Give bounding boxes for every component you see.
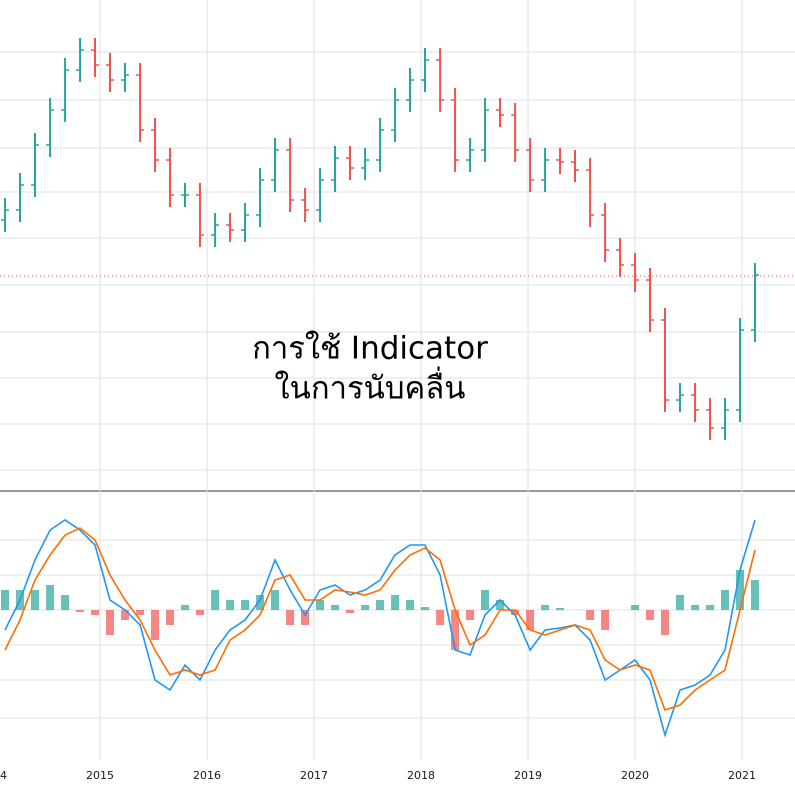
histogram-bar	[660, 610, 669, 635]
histogram-bar	[91, 610, 100, 615]
macd-line	[4, 519, 756, 738]
histogram-bar	[241, 600, 250, 610]
histogram-bar	[61, 595, 70, 610]
histogram-bar	[376, 600, 385, 610]
histogram-bar	[256, 595, 265, 610]
histogram-bar	[1, 590, 10, 610]
histogram-bar	[136, 610, 145, 615]
histogram-bar	[195, 610, 204, 615]
histogram-bar	[345, 610, 354, 613]
histogram-bar	[331, 605, 340, 610]
histogram-bar	[181, 605, 190, 610]
histogram-bar	[750, 580, 759, 610]
annotation: การใช้ Indicator	[252, 331, 488, 367]
histogram-bar	[481, 590, 490, 610]
histogram-bar	[586, 610, 595, 620]
histogram-bar	[420, 607, 429, 610]
histogram-bar	[496, 600, 505, 610]
histogram-bar	[646, 610, 655, 620]
x-tick-label: 2020	[621, 769, 649, 782]
histogram-bar	[46, 585, 55, 610]
histogram-bar	[105, 610, 114, 635]
histogram-bar	[736, 570, 745, 610]
histogram-bar	[286, 610, 295, 625]
histogram-bar	[151, 610, 160, 640]
histogram-bar	[270, 590, 279, 610]
histogram-bar	[391, 595, 400, 610]
histogram-bar	[316, 600, 325, 610]
annotation: ในการนับคลื่น	[275, 367, 466, 407]
x-tick-label: 2014	[0, 769, 7, 782]
histogram-bar	[451, 610, 460, 650]
histogram-bar	[301, 610, 310, 625]
histogram-bar	[30, 590, 39, 610]
histogram-bar	[226, 600, 235, 610]
x-tick-label: 2019	[514, 769, 542, 782]
histogram-bar	[120, 610, 129, 620]
histogram-bar	[541, 605, 550, 610]
histogram-bar	[706, 605, 715, 610]
histogram-bar	[691, 605, 700, 610]
histogram-bar	[466, 610, 475, 620]
histogram-bar	[511, 610, 520, 615]
histogram-bar	[166, 610, 175, 625]
histogram-bar	[631, 605, 640, 610]
histogram-bar	[526, 610, 535, 630]
histogram-bar	[556, 608, 565, 610]
histogram-bar	[436, 610, 445, 625]
histogram-bar	[675, 595, 684, 610]
x-tick-label: 2018	[407, 769, 435, 782]
histogram-bar	[361, 605, 370, 610]
signal-line	[4, 527, 756, 712]
histogram-bar	[721, 590, 730, 610]
histogram-bar	[76, 610, 85, 612]
x-tick-label: 2017	[300, 769, 328, 782]
histogram-bar	[601, 610, 610, 630]
histogram-bar	[211, 590, 220, 610]
x-tick-label: 2021	[728, 769, 756, 782]
histogram-bar	[406, 600, 415, 610]
x-tick-label: 2015	[86, 769, 114, 782]
x-tick-label: 2016	[193, 769, 221, 782]
